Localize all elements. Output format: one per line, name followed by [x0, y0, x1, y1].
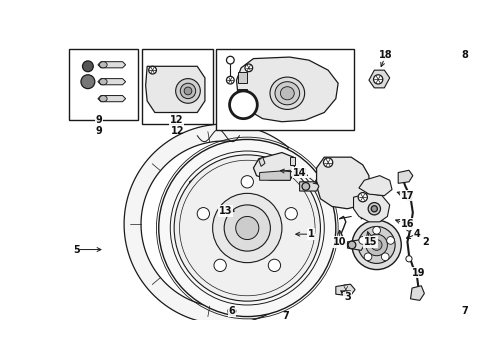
Circle shape [224, 205, 270, 251]
Polygon shape [359, 176, 392, 195]
Polygon shape [190, 163, 247, 209]
Text: 17: 17 [401, 191, 414, 201]
Circle shape [406, 256, 412, 262]
Circle shape [358, 226, 395, 264]
Ellipse shape [99, 78, 107, 85]
Text: 7: 7 [461, 306, 468, 316]
Polygon shape [411, 286, 424, 300]
Polygon shape [260, 170, 291, 180]
Bar [69, 49, 138, 120]
Polygon shape [347, 239, 365, 250]
Text: 19: 19 [412, 267, 425, 278]
Circle shape [381, 253, 389, 261]
Polygon shape [98, 62, 125, 68]
Polygon shape [290, 157, 295, 165]
Circle shape [364, 253, 372, 261]
Polygon shape [238, 72, 247, 83]
Polygon shape [336, 284, 355, 296]
Circle shape [226, 76, 234, 84]
Ellipse shape [175, 78, 200, 103]
Ellipse shape [280, 87, 294, 100]
Bar [217, 49, 354, 130]
Circle shape [358, 193, 368, 202]
Polygon shape [300, 182, 319, 191]
Circle shape [371, 239, 382, 250]
Circle shape [228, 307, 236, 315]
Ellipse shape [184, 87, 192, 95]
Circle shape [359, 237, 367, 244]
Circle shape [302, 183, 310, 190]
Polygon shape [317, 157, 369, 209]
Polygon shape [146, 66, 205, 112]
Circle shape [197, 208, 210, 220]
Polygon shape [124, 124, 289, 324]
Circle shape [368, 203, 381, 215]
Text: 15: 15 [364, 237, 377, 247]
Text: 9: 9 [95, 126, 102, 136]
Polygon shape [259, 157, 265, 166]
Text: 1: 1 [308, 229, 315, 239]
Circle shape [352, 220, 401, 270]
Circle shape [268, 259, 281, 271]
Text: 11: 11 [296, 167, 310, 177]
Polygon shape [398, 170, 413, 183]
Bar [142, 49, 213, 124]
Circle shape [241, 176, 253, 188]
Circle shape [387, 237, 394, 244]
Circle shape [341, 285, 350, 294]
Circle shape [159, 139, 336, 316]
Text: 16: 16 [401, 219, 414, 229]
Circle shape [214, 259, 226, 271]
Circle shape [236, 216, 259, 239]
Circle shape [406, 194, 412, 200]
Polygon shape [369, 70, 390, 88]
Circle shape [373, 75, 383, 84]
Circle shape [348, 241, 356, 249]
Circle shape [82, 61, 93, 72]
Circle shape [406, 225, 412, 231]
Circle shape [174, 155, 320, 301]
Circle shape [81, 75, 95, 89]
Circle shape [149, 66, 156, 74]
Text: 6: 6 [228, 306, 235, 316]
Text: 7: 7 [282, 311, 289, 321]
Circle shape [285, 208, 297, 220]
Circle shape [371, 206, 377, 212]
Text: 18: 18 [379, 50, 392, 60]
Polygon shape [253, 153, 295, 180]
Polygon shape [237, 57, 338, 122]
Ellipse shape [270, 77, 305, 109]
Circle shape [366, 234, 388, 256]
Polygon shape [238, 89, 247, 103]
Ellipse shape [180, 83, 196, 99]
Text: 3: 3 [344, 292, 351, 302]
Circle shape [323, 158, 333, 167]
Text: 9: 9 [95, 115, 102, 125]
Text: 12: 12 [171, 126, 184, 136]
Circle shape [373, 226, 381, 234]
Circle shape [229, 91, 257, 119]
Ellipse shape [275, 82, 300, 105]
Text: 8: 8 [461, 50, 468, 60]
Ellipse shape [99, 62, 107, 68]
Polygon shape [98, 78, 125, 85]
Text: 12: 12 [170, 115, 183, 125]
Text: 4: 4 [413, 229, 420, 239]
Circle shape [234, 95, 253, 114]
Text: 13: 13 [219, 206, 232, 216]
Polygon shape [354, 193, 390, 222]
Circle shape [226, 56, 234, 64]
Text: 14: 14 [293, 167, 306, 177]
Ellipse shape [99, 95, 107, 102]
Text: 10: 10 [333, 237, 346, 247]
Text: 5: 5 [73, 244, 80, 255]
Circle shape [245, 64, 253, 72]
Text: 2: 2 [422, 237, 429, 247]
Polygon shape [98, 95, 125, 102]
Circle shape [213, 193, 282, 263]
